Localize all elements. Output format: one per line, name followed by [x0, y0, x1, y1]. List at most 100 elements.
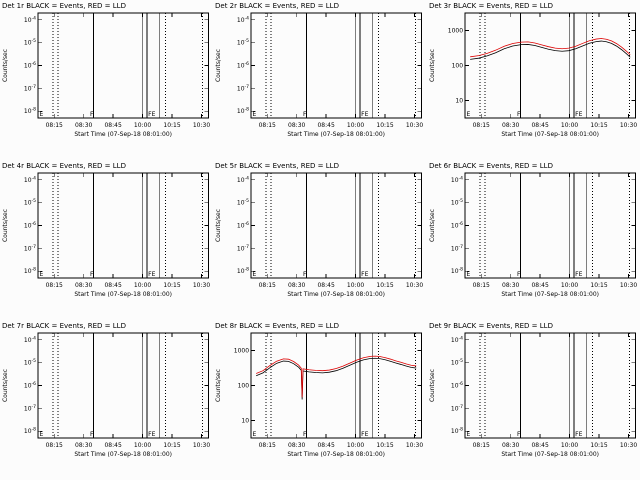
- y-tick-label: 10-4: [451, 175, 463, 183]
- x-tick-label: 10:15: [163, 282, 180, 289]
- plot-frame: [250, 172, 423, 279]
- y-tick-label: 10-8: [24, 267, 36, 275]
- x-tick-label: 10:00: [134, 122, 151, 129]
- flag-letter: FE: [575, 431, 582, 438]
- x-tick-label: 08:45: [531, 282, 548, 289]
- x-tick-label: 08:45: [104, 122, 121, 129]
- panel-plot-det-1r: Det 1r BLACK = Events, RED = LLD Counts/s…: [2, 2, 210, 138]
- flag-letter: F: [303, 111, 307, 118]
- x-tick-label: 10:30: [620, 122, 637, 129]
- x-axis-title: Start Time (07-Sep-18 08:01:00): [501, 291, 599, 298]
- x-tick-label: 10:15: [590, 122, 607, 129]
- x-axis-title: Start Time (07-Sep-18 08:01:00): [288, 451, 386, 458]
- flag-letter: E: [40, 271, 44, 278]
- y-tick-label: 10-8: [451, 267, 463, 275]
- panel-title: Det 9r BLACK = Events, RED = LLD: [429, 322, 553, 330]
- x-tick-label: 08:15: [472, 122, 489, 129]
- x-tick-label: 08:30: [502, 122, 519, 129]
- panel-title: Det 8r BLACK = Events, RED = LLD: [215, 322, 339, 330]
- events-series: [469, 40, 631, 60]
- flag-letter: F: [517, 111, 521, 118]
- flag-letter: E: [40, 431, 44, 438]
- y-tick-label: 10-7: [451, 404, 463, 412]
- panel-title: Det 2r BLACK = Events, RED = LLD: [215, 2, 339, 10]
- x-tick-label: 08:45: [318, 282, 335, 289]
- panel-plot-det-6r: Det 6r BLACK = Events, RED = LLD Counts/s…: [429, 162, 637, 298]
- flag-letter: F: [90, 271, 94, 278]
- x-tick-label: 08:15: [46, 122, 63, 129]
- panel-title: Det 6r BLACK = Events, RED = LLD: [429, 162, 553, 170]
- flag-letter: F: [517, 431, 521, 438]
- panel-plot-det-2r: Det 2r BLACK = Events, RED = LLD Counts/s…: [215, 2, 423, 138]
- y-tick-label: 10-7: [24, 84, 36, 92]
- y-tick-label: 10-4: [451, 335, 463, 343]
- plot-frame: [464, 172, 636, 279]
- panel-title: Det 4r BLACK = Events, RED = LLD: [2, 162, 126, 170]
- panel-det-3r: Det 3r BLACK = Events, RED = LLD Counts/s…: [427, 0, 640, 160]
- flag-letter: F: [303, 271, 307, 278]
- x-tick-label: 08:30: [288, 282, 305, 289]
- y-tick-label: 10: [455, 98, 463, 105]
- x-tick-label: 10:15: [590, 282, 607, 289]
- x-tick-label: 10:00: [347, 442, 364, 449]
- panel-det-9r: Det 9r BLACK = Events, RED = LLD Counts/s…: [427, 320, 640, 480]
- y-tick-label: 10-5: [24, 198, 36, 206]
- y-tick-label: 10: [242, 418, 250, 425]
- x-tick-label: 08:30: [288, 442, 305, 449]
- x-tick-label: 08:15: [259, 442, 276, 449]
- flag-letter: F: [303, 431, 307, 438]
- y-tick-label: 10-4: [24, 175, 36, 183]
- flag-letter: E: [466, 271, 470, 278]
- x-tick-label: 08:45: [104, 282, 121, 289]
- panel-plot-det-7r: Det 7r BLACK = Events, RED = LLD Counts/s…: [2, 322, 210, 458]
- y-tick-label: 10-7: [451, 244, 463, 252]
- x-axis-title: Start Time (07-Sep-18 08:01:00): [74, 451, 172, 458]
- x-tick-label: 08:45: [318, 442, 335, 449]
- y-tick-label: 10-4: [24, 335, 36, 343]
- y-tick-label: 10-7: [24, 244, 36, 252]
- x-tick-label: 08:15: [259, 282, 276, 289]
- panel-plot-det-8r: Det 8r BLACK = Events, RED = LLD Counts/s…: [215, 322, 423, 458]
- y-tick-label: 10-4: [24, 15, 36, 23]
- x-tick-label: 10:00: [347, 282, 364, 289]
- panel-title: Det 7r BLACK = Events, RED = LLD: [2, 322, 126, 330]
- y-tick-label: 100: [451, 63, 463, 70]
- y-tick-label: 10-8: [451, 427, 463, 435]
- x-tick-label: 10:00: [561, 282, 578, 289]
- y-tick-label: 10-5: [451, 198, 463, 206]
- x-tick-label: 08:45: [531, 442, 548, 449]
- x-tick-label: 08:30: [502, 282, 519, 289]
- x-tick-label: 08:30: [75, 282, 92, 289]
- panel-plot-det-5r: Det 5r BLACK = Events, RED = LLD Counts/s…: [215, 162, 423, 298]
- plot-frame: [37, 332, 209, 439]
- y-tick-label: 10-4: [237, 175, 249, 183]
- x-tick-label: 10:00: [134, 442, 151, 449]
- x-tick-label: 10:00: [561, 122, 578, 129]
- panel-det-8r: Det 8r BLACK = Events, RED = LLD Counts/s…: [213, 320, 426, 480]
- flag-letter: E: [466, 431, 470, 438]
- flag-letter: FE: [575, 111, 582, 118]
- panel-det-6r: Det 6r BLACK = Events, RED = LLD Counts/s…: [427, 160, 640, 320]
- x-tick-label: 08:30: [502, 442, 519, 449]
- panel-det-7r: Det 7r BLACK = Events, RED = LLD Counts/s…: [0, 320, 213, 480]
- plot-frame: [37, 12, 209, 119]
- x-tick-label: 10:30: [406, 122, 423, 129]
- y-tick-label: 10-6: [24, 381, 36, 389]
- plot-frame: [464, 332, 636, 439]
- flag-letter: F: [517, 271, 521, 278]
- y-axis-title: Counts/sec: [2, 49, 9, 82]
- y-axis-title: Counts/sec: [215, 209, 222, 242]
- x-axis-title: Start Time (07-Sep-18 08:01:00): [288, 131, 386, 138]
- x-tick-label: 10:15: [163, 442, 180, 449]
- x-axis-title: Start Time (07-Sep-18 08:01:00): [74, 291, 172, 298]
- y-axis-title: Counts/sec: [215, 49, 222, 82]
- events-series: [256, 357, 417, 400]
- y-tick-label: 10-5: [24, 358, 36, 366]
- x-axis-title: Start Time (07-Sep-18 08:01:00): [501, 131, 599, 138]
- x-tick-label: 10:30: [193, 282, 210, 289]
- y-tick-label: 1000: [234, 348, 249, 355]
- flag-letter: FE: [148, 271, 155, 278]
- x-tick-label: 10:15: [377, 442, 394, 449]
- y-tick-label: 10-5: [237, 198, 249, 206]
- flag-letter: FE: [361, 431, 368, 438]
